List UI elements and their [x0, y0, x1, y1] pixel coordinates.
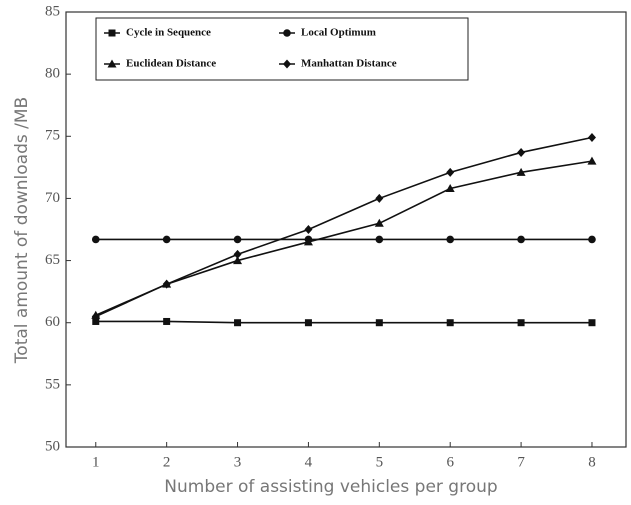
marker: [445, 183, 455, 192]
marker: [233, 256, 243, 265]
x-tick-label: 1: [92, 454, 100, 470]
x-tick-label: 5: [376, 454, 384, 470]
y-axis-label: Total amount of downloads /MB: [12, 97, 32, 364]
marker: [91, 312, 100, 321]
marker: [162, 235, 171, 244]
legend-label: Local Optimum: [301, 27, 376, 39]
marker: [92, 317, 100, 325]
marker: [303, 237, 313, 246]
marker: [375, 193, 384, 203]
y-tick-label: 85: [45, 3, 60, 19]
series-line: [95, 320, 592, 324]
marker: [375, 319, 383, 327]
marker: [283, 59, 291, 69]
marker: [91, 235, 100, 244]
plot-frame: [65, 11, 627, 448]
y-tick-label: 65: [45, 252, 60, 268]
marker: [588, 235, 596, 244]
y-tick-label: 50: [45, 438, 60, 454]
marker: [107, 59, 117, 68]
marker: [517, 319, 525, 327]
x-tick-label: 2: [163, 454, 171, 470]
series-line: [95, 136, 593, 318]
marker: [516, 167, 526, 176]
marker: [163, 317, 171, 325]
marker: [375, 235, 384, 244]
marker: [517, 147, 526, 157]
marker: [446, 319, 454, 327]
legend-label: Manhattan Distance: [301, 58, 397, 70]
y-tick-label: 60: [45, 314, 60, 330]
marker: [446, 167, 455, 177]
legend-box: [95, 17, 469, 81]
marker: [234, 319, 242, 327]
x-tick-label: 8: [588, 454, 596, 470]
marker: [446, 235, 455, 244]
y-tick-label: 70: [45, 190, 60, 206]
x-tick-label: 6: [446, 454, 454, 470]
marker: [162, 279, 171, 289]
marker: [233, 235, 242, 244]
marker: [587, 133, 596, 143]
y-tick-label: 75: [45, 128, 60, 144]
marker: [517, 235, 525, 244]
y-tick-label: 80: [45, 66, 60, 82]
marker: [587, 156, 597, 165]
marker: [588, 319, 596, 327]
marker: [233, 249, 242, 259]
series-line: [95, 160, 593, 316]
marker: [108, 29, 116, 37]
x-tick-label: 4: [305, 454, 313, 470]
y-tick-label: 55: [45, 376, 60, 392]
x-tick-label: 3: [234, 454, 242, 470]
legend-label: Euclidean Distance: [126, 58, 216, 70]
x-axis-label: Number of assisting vehicles per group: [164, 477, 497, 497]
marker: [304, 319, 312, 327]
marker: [374, 218, 384, 227]
marker: [283, 29, 291, 37]
legend-label: Cycle in Sequence: [126, 27, 211, 39]
x-tick-label: 7: [517, 454, 525, 470]
marker: [304, 225, 313, 234]
